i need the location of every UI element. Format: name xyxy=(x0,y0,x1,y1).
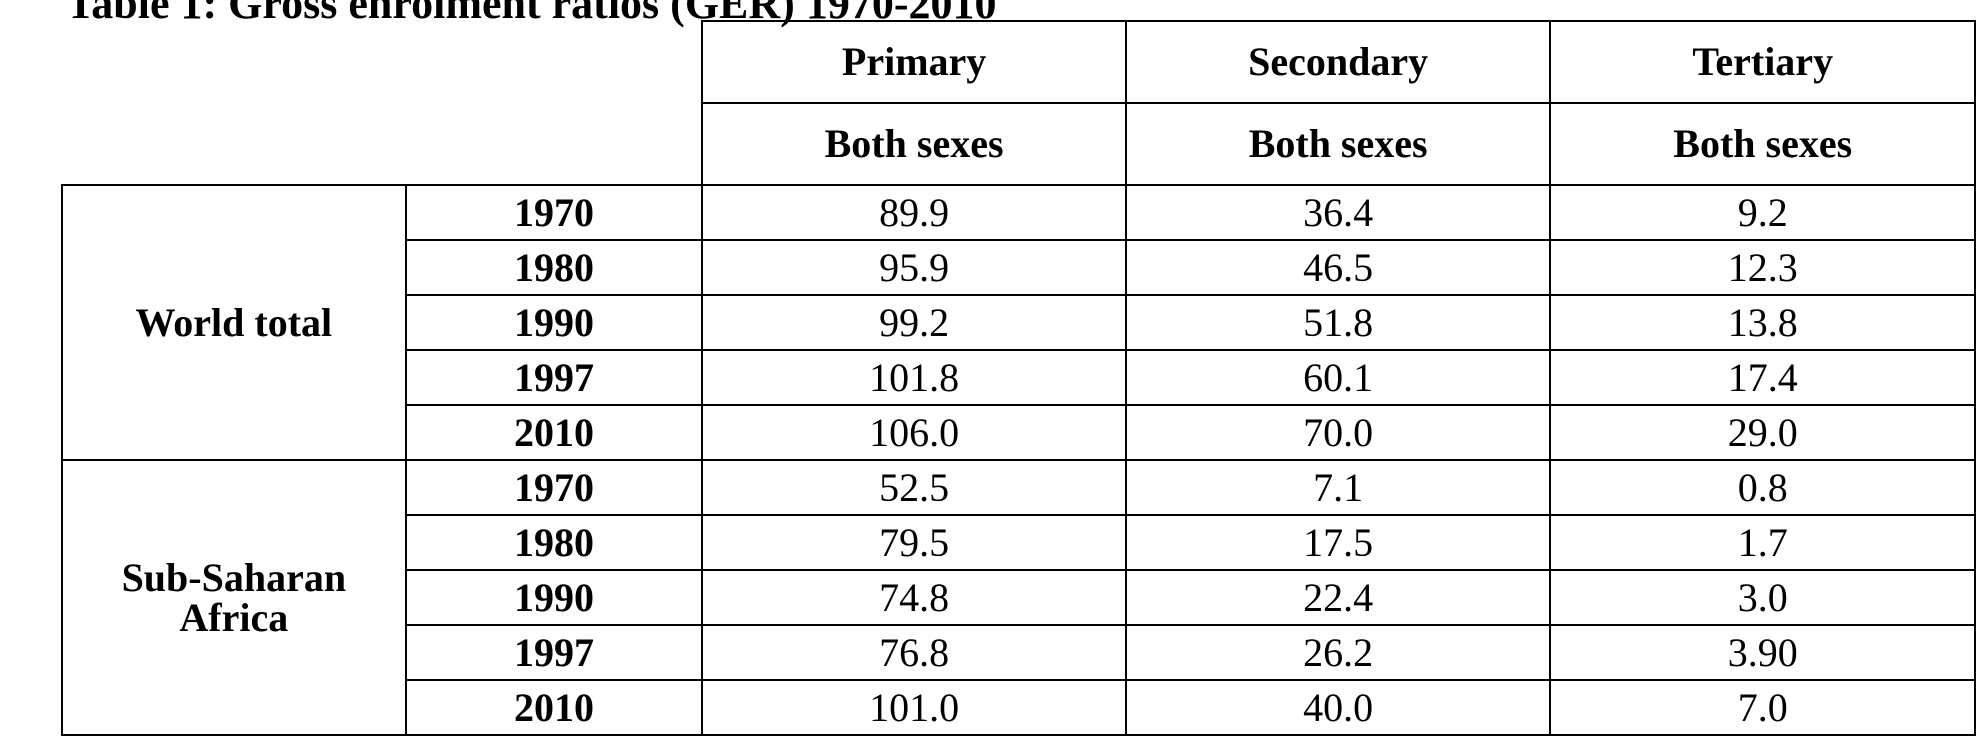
value-cell: 1.7 xyxy=(1549,514,1976,571)
data-row: 1990 74.8 22.4 3.0 xyxy=(62,569,1976,626)
blank-cell xyxy=(62,103,702,185)
year-cell: 1970 xyxy=(404,184,704,241)
value-cell: 17.5 xyxy=(1124,514,1552,571)
value-cell: 79.5 xyxy=(701,514,1127,571)
value-cell: 76.8 xyxy=(701,624,1127,681)
value-cell: 22.4 xyxy=(1124,569,1552,626)
value-cell: 0.8 xyxy=(1549,459,1976,516)
data-row: 1980 95.9 46.5 12.3 xyxy=(62,239,1976,296)
value-cell: 36.4 xyxy=(1124,184,1552,241)
value-cell: 60.1 xyxy=(1124,349,1552,406)
data-row: 2010 106.0 70.0 29.0 xyxy=(62,404,1976,461)
year-cell: 2010 xyxy=(404,404,704,461)
value-cell: 70.0 xyxy=(1124,404,1552,461)
value-cell: 17.4 xyxy=(1549,349,1976,406)
value-cell: 29.0 xyxy=(1549,404,1976,461)
header-row: Primary Secondary Tertiary xyxy=(62,20,1976,104)
year-cell: 1980 xyxy=(404,514,704,571)
value-cell: 3.0 xyxy=(1549,569,1976,626)
value-cell: 99.2 xyxy=(701,294,1127,351)
value-cell: 7.1 xyxy=(1124,459,1552,516)
blank-cell xyxy=(62,21,702,103)
value-cell: 7.0 xyxy=(1549,679,1976,736)
data-row: World total 1970 89.9 36.4 9.2 xyxy=(61,184,1976,461)
header-cell: Both sexes xyxy=(1124,102,1552,186)
value-cell: 12.3 xyxy=(1549,239,1976,296)
year-cell: 1990 xyxy=(404,294,704,351)
data-row: 1997 76.8 26.2 3.90 xyxy=(62,624,1976,681)
value-cell: 46.5 xyxy=(1124,239,1552,296)
header-row: Both sexes Both sexes Both sexes xyxy=(62,102,1976,186)
table: Primary Secondary Tertiary Both sexes Both s… xyxy=(61,20,1976,736)
region-cell: Sub-Saharan Africa xyxy=(61,459,407,736)
year-cell: 1970 xyxy=(404,459,704,516)
data-row: 1980 79.5 17.5 1.7 xyxy=(62,514,1976,571)
value-cell: 40.0 xyxy=(1124,679,1552,736)
table-body: Primary Secondary Tertiary Both sexes Both s… xyxy=(61,20,1976,736)
year-cell: 1980 xyxy=(404,239,704,296)
value-cell: 95.9 xyxy=(701,239,1127,296)
value-cell: 52.5 xyxy=(701,459,1127,516)
year-cell: 2010 xyxy=(404,679,704,736)
header-cell: Both sexes xyxy=(701,102,1127,186)
value-cell: 51.8 xyxy=(1124,294,1552,351)
value-cell: 89.9 xyxy=(701,184,1127,241)
value-cell: 74.8 xyxy=(701,569,1127,626)
year-cell: 1997 xyxy=(404,624,704,681)
data-row: Sub-Saharan Africa 1970 52.5 7.1 0.8 xyxy=(61,459,1976,736)
value-cell: 9.2 xyxy=(1549,184,1976,241)
value-cell: 106.0 xyxy=(701,404,1127,461)
value-cell: 101.8 xyxy=(701,349,1127,406)
header-cell: Both sexes xyxy=(1549,102,1976,186)
value-cell: 3.90 xyxy=(1549,624,1976,681)
data-row: 1997 101.8 60.1 17.4 xyxy=(62,349,1976,406)
header-cell: Tertiary xyxy=(1549,20,1976,104)
value-cell: 101.0 xyxy=(701,679,1127,736)
data-row: 1990 99.2 51.8 13.8 xyxy=(62,294,1976,351)
region-cell: World total xyxy=(61,184,407,461)
year-cell: 1990 xyxy=(404,569,704,626)
data-row: 2010 101.0 40.0 7.0 xyxy=(62,679,1976,736)
year-cell: 1997 xyxy=(404,349,704,406)
value-cell: 26.2 xyxy=(1124,624,1552,681)
header-cell: Primary xyxy=(701,20,1127,104)
header-cell: Secondary xyxy=(1124,20,1552,104)
value-cell: 13.8 xyxy=(1549,294,1976,351)
